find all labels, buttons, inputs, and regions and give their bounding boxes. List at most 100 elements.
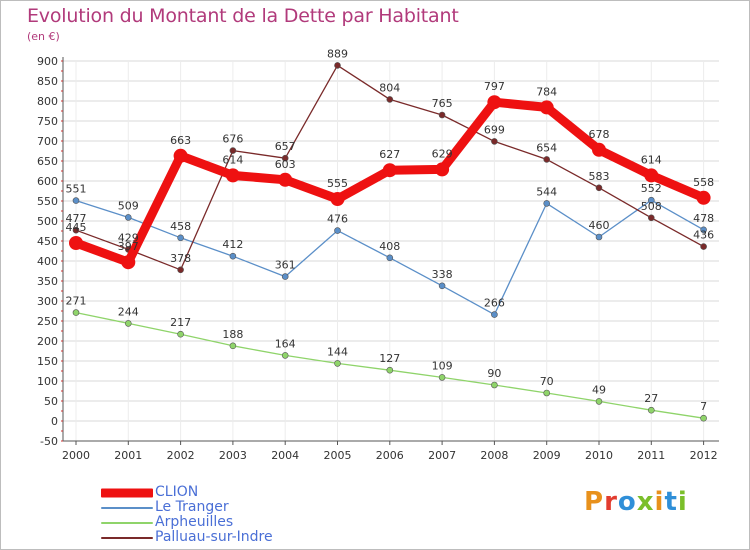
data-point — [647, 406, 655, 414]
x-tick-label: 2000 — [62, 449, 90, 462]
data-point — [281, 273, 289, 280]
data-label: 629 — [432, 147, 453, 160]
data-label: 460 — [589, 219, 610, 232]
data-label: 551 — [66, 183, 87, 196]
data-point — [647, 196, 655, 204]
y-tick-label: 450 — [37, 235, 58, 248]
data-label: 699 — [484, 123, 505, 136]
legend-swatch — [101, 521, 153, 524]
legend-label: CLION — [155, 484, 199, 500]
data-label: 614 — [222, 153, 243, 166]
data-label: 583 — [589, 170, 610, 183]
data-point — [281, 352, 289, 359]
legend-item: Palluau-sur-Indre — [101, 529, 331, 545]
data-label: 49 — [592, 383, 606, 396]
data-point — [386, 254, 394, 262]
data-label: 765 — [432, 97, 453, 110]
data-point — [278, 172, 293, 187]
x-tick-label: 2009 — [533, 449, 561, 462]
data-label: 603 — [275, 158, 296, 171]
x-tick-label: 2011 — [637, 449, 665, 462]
data-point — [177, 266, 184, 274]
data-point — [491, 381, 498, 389]
logo-letter: r — [604, 487, 618, 517]
data-point — [177, 234, 184, 242]
y-tick-label: 550 — [37, 195, 58, 208]
data-label: 654 — [536, 141, 557, 154]
data-point — [125, 320, 132, 327]
data-point — [173, 148, 188, 163]
data-label: 408 — [379, 240, 400, 253]
legend-swatch — [101, 506, 153, 509]
data-point — [334, 62, 341, 69]
y-tick-label: 900 — [37, 55, 58, 68]
legend-swatch — [101, 488, 153, 497]
data-label: 70 — [540, 375, 554, 388]
data-label: 509 — [118, 199, 139, 212]
data-point — [330, 192, 345, 206]
data-label: 412 — [222, 238, 243, 251]
data-point — [700, 226, 707, 234]
data-label: 109 — [432, 359, 453, 372]
data-label: 657 — [275, 140, 296, 153]
data-point — [125, 214, 132, 221]
logo-letter: i — [654, 487, 665, 517]
x-tick-label: 2007 — [428, 449, 456, 462]
data-label: 663 — [170, 134, 191, 147]
x-tick-label: 2003 — [219, 449, 247, 462]
data-label: 784 — [536, 85, 557, 98]
data-label: 397 — [118, 240, 139, 253]
legend-label: Le Tranger — [155, 499, 229, 515]
data-point — [72, 197, 80, 204]
y-tick-label: -50 — [40, 435, 58, 448]
data-point — [487, 95, 502, 110]
logo-letter: P — [584, 487, 605, 517]
chart-subtitle: (en €) — [27, 30, 60, 43]
data-label: 127 — [379, 352, 400, 365]
data-point — [72, 226, 80, 234]
data-label: 676 — [222, 133, 243, 146]
data-point — [491, 311, 498, 318]
data-label: 476 — [327, 213, 348, 226]
legend-label: Arpheuilles — [155, 514, 234, 530]
data-point — [438, 374, 446, 381]
data-label: 429 — [118, 231, 139, 244]
logo-letter: x — [636, 487, 655, 517]
data-point — [438, 282, 446, 290]
data-point — [69, 236, 83, 250]
data-point — [281, 154, 289, 162]
data-label: 90 — [487, 367, 501, 380]
x-tick-label: 2006 — [376, 449, 404, 462]
data-label: 544 — [536, 185, 557, 198]
y-tick-label: 50 — [44, 395, 58, 408]
data-label: 217 — [170, 316, 191, 329]
data-point — [121, 255, 136, 270]
x-tick-label: 2002 — [167, 449, 195, 462]
data-point — [334, 360, 341, 367]
data-label: 478 — [693, 212, 714, 225]
data-label: 797 — [484, 80, 505, 93]
data-label: 144 — [327, 345, 348, 358]
x-tick-label: 2004 — [271, 449, 299, 462]
legend-item: CLION — [101, 484, 331, 500]
x-tick-label: 2005 — [324, 449, 352, 462]
data-label: 7 — [700, 400, 707, 413]
chart-title: Evolution du Montant de la Dette par Hab… — [27, 5, 459, 27]
data-point — [229, 147, 237, 154]
y-tick-label: 200 — [37, 335, 58, 348]
y-tick-label: 250 — [37, 315, 58, 328]
data-point — [595, 233, 603, 241]
data-label: 436 — [693, 229, 714, 242]
y-tick-label: 350 — [37, 275, 58, 288]
data-label: 244 — [118, 305, 139, 318]
data-label: 477 — [66, 212, 87, 225]
logo-letter: i — [677, 487, 688, 517]
data-point — [700, 243, 707, 250]
data-label: 889 — [327, 47, 348, 60]
data-label: 338 — [432, 268, 453, 281]
y-tick-label: 300 — [37, 295, 58, 308]
chart-legend: CLION Le Tranger Arpheuilles Palluau-sur-In… — [101, 484, 331, 545]
y-tick-label: 400 — [37, 255, 58, 268]
data-point — [177, 330, 184, 338]
